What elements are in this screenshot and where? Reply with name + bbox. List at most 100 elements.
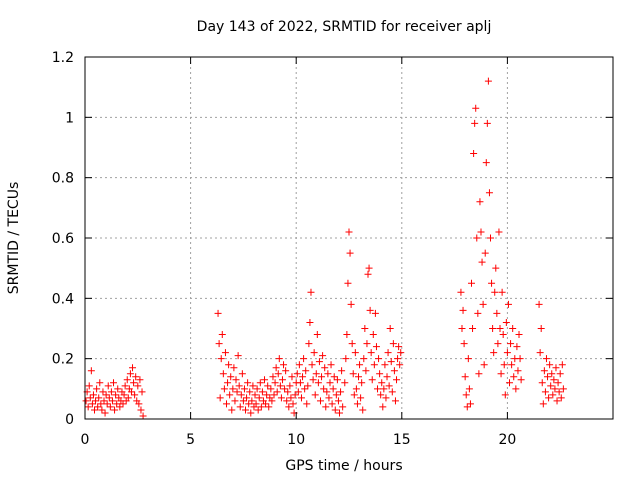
data-point [391, 397, 399, 405]
data-point [540, 367, 548, 375]
data-point [507, 340, 515, 348]
data-point [347, 300, 355, 308]
data-point [262, 400, 270, 408]
data-point [552, 364, 560, 372]
data-point [268, 397, 276, 405]
x-tick-label: 10 [287, 432, 305, 448]
data-point [312, 370, 320, 378]
data-point [304, 382, 312, 390]
data-point [506, 379, 514, 387]
data-point [387, 358, 395, 366]
data-point [510, 373, 518, 381]
data-point [485, 189, 493, 197]
data-point [476, 198, 484, 206]
data-point [378, 379, 386, 387]
data-point [307, 288, 315, 296]
data-point [281, 385, 289, 393]
axis-ticks: 0 5 10 15 20 0 0.2 0.4 0.6 0.8 1 1.2 [52, 50, 613, 448]
data-point [472, 104, 480, 112]
data-point [308, 361, 316, 369]
chart-title: Day 143 of 2022, SRMTID for receiver apl… [197, 19, 492, 35]
data-point [112, 391, 120, 399]
data-point [390, 367, 398, 375]
data-point [263, 391, 271, 399]
data-point [496, 325, 504, 332]
data-point [360, 355, 368, 363]
data-point [491, 288, 499, 296]
data-point [127, 388, 135, 396]
data-point [319, 352, 327, 360]
data-point [89, 391, 97, 399]
data-point [509, 325, 517, 332]
data-point [517, 376, 525, 384]
data-point [235, 382, 243, 390]
data-point [100, 397, 108, 405]
data-point [219, 370, 227, 378]
data-point [366, 306, 374, 314]
data-point [214, 309, 222, 317]
data-point [324, 370, 332, 378]
data-point [346, 249, 354, 257]
data-point [285, 403, 293, 411]
data-point [265, 403, 273, 411]
data-point [535, 300, 543, 308]
data-point [550, 376, 558, 384]
data-point [489, 325, 497, 332]
data-point [243, 394, 251, 402]
data-point [397, 349, 405, 357]
data-point [371, 309, 379, 317]
data-point [471, 119, 479, 127]
data-point [234, 352, 242, 360]
data-point [513, 343, 521, 351]
data-point [353, 400, 361, 408]
data-point [384, 349, 392, 357]
data-point [121, 382, 129, 390]
data-point [247, 409, 255, 417]
data-point [330, 373, 338, 381]
data-point [483, 119, 491, 127]
data-point [469, 325, 477, 332]
data-point [329, 385, 337, 393]
data-point [544, 373, 552, 381]
data-point [230, 364, 238, 372]
data-point [236, 403, 244, 411]
data-point [365, 264, 373, 272]
data-point [344, 279, 352, 287]
data-point [289, 400, 297, 408]
data-point [238, 370, 246, 378]
data-point [296, 379, 304, 387]
data-point [465, 385, 473, 393]
data-point [558, 361, 566, 369]
data-point [546, 361, 554, 369]
data-point [311, 391, 319, 399]
data-point [233, 388, 241, 396]
grid-lines [85, 57, 613, 419]
y-tick-label: 0.4 [52, 291, 74, 307]
data-point [278, 376, 286, 384]
data-point [497, 370, 505, 378]
data-point [367, 349, 375, 357]
data-point [284, 388, 292, 396]
data-point [98, 406, 106, 414]
data-point [326, 379, 334, 387]
data-point [488, 279, 496, 287]
data-point [343, 331, 351, 339]
data-point [345, 228, 353, 236]
data-point [381, 361, 389, 369]
data-point [349, 370, 357, 378]
data-point [484, 77, 492, 85]
data-point [512, 385, 520, 393]
data-point [394, 355, 402, 363]
data-point [274, 370, 282, 378]
data-point [280, 361, 288, 369]
data-point [137, 406, 145, 414]
data-point [334, 397, 342, 405]
data-point [283, 397, 291, 405]
data-point [516, 355, 524, 363]
data-point [85, 382, 93, 390]
data-point [227, 373, 235, 381]
data-point [139, 412, 147, 420]
data-point [331, 406, 339, 414]
data-point [246, 388, 254, 396]
